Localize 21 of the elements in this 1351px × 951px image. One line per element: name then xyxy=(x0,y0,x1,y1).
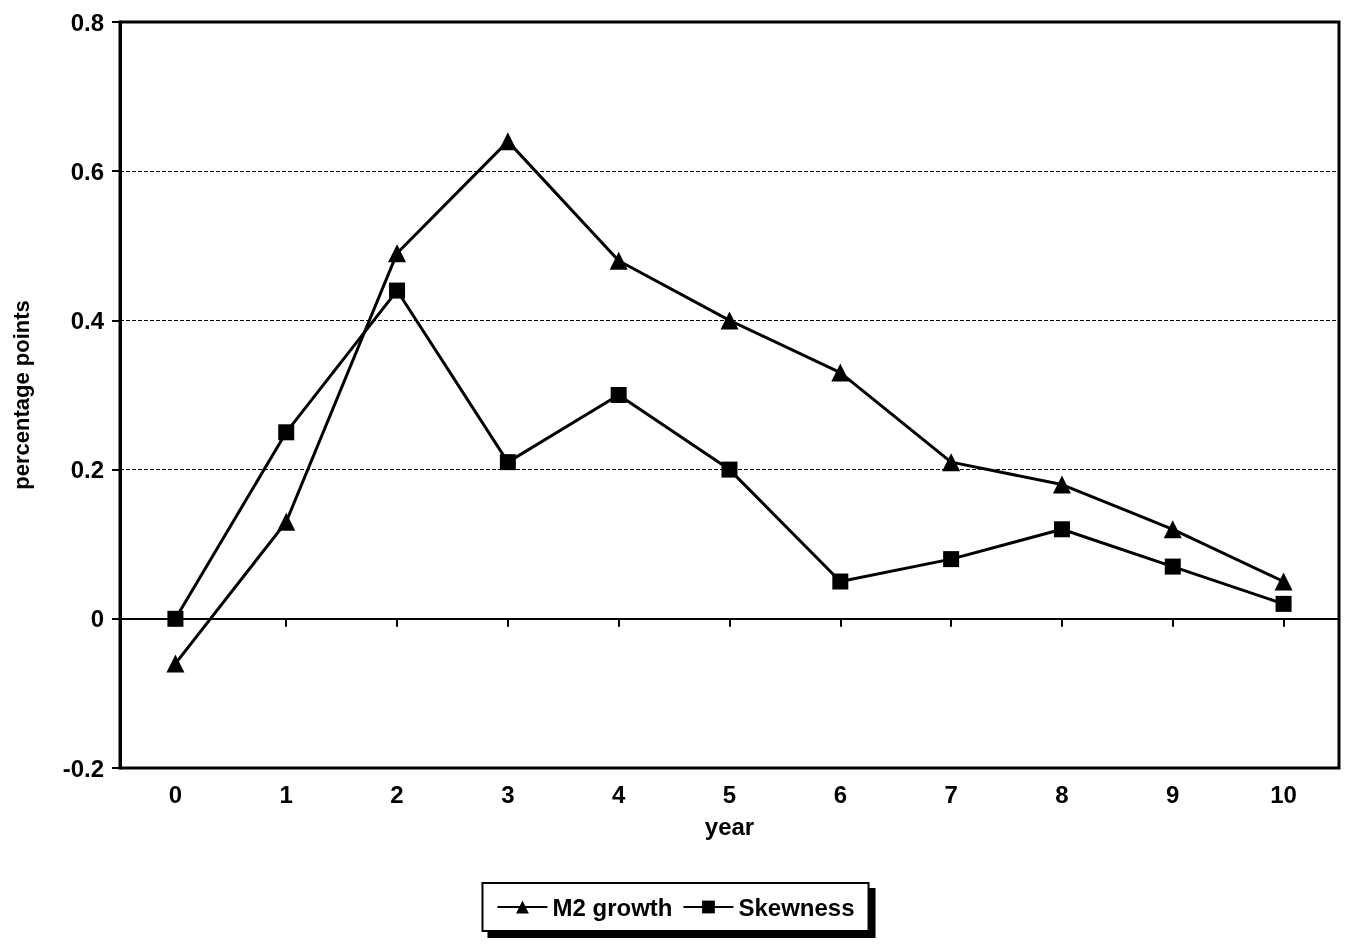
x-tick-label: 6 xyxy=(833,780,847,808)
x-tick-label: 7 xyxy=(944,780,958,808)
y-tick-label: -0.2 xyxy=(62,754,104,782)
x-tick-label: 0 xyxy=(168,780,183,808)
x-tick-label: 8 xyxy=(1055,780,1069,808)
y-tick-label: 0.6 xyxy=(70,157,104,185)
y-tick-label: 0.4 xyxy=(70,306,105,334)
x-tick-label: 2 xyxy=(390,780,404,808)
legend-label: M2 growth xyxy=(552,893,673,921)
y-tick-label: 0 xyxy=(90,605,104,633)
x-axis-title: year xyxy=(704,812,755,840)
y-tick-label: 0.8 xyxy=(70,8,104,36)
x-tick-label: 3 xyxy=(501,780,515,808)
x-tick-label: 5 xyxy=(722,780,737,808)
x-tick-label: 10 xyxy=(1270,780,1297,808)
y-tick-label: 0.2 xyxy=(70,456,104,484)
y-axis-title: percentage points xyxy=(8,300,34,490)
x-tick-label: 1 xyxy=(279,780,293,808)
x-tick-label: 4 xyxy=(612,780,626,808)
x-tick-label: 9 xyxy=(1166,780,1180,808)
legend-label: Skewness xyxy=(738,893,855,921)
